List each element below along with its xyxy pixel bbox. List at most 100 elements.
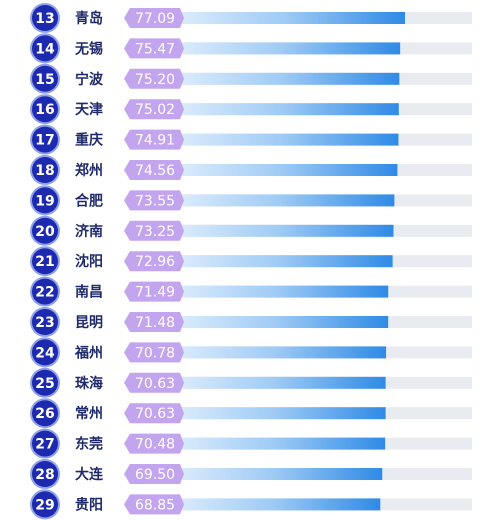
value-tag	[124, 433, 184, 454]
rank-label: 13	[35, 11, 54, 27]
city-label: 珠海	[75, 375, 103, 392]
rank-label: 18	[35, 163, 54, 179]
city-label: 福州	[74, 344, 103, 361]
rank-badge	[32, 157, 58, 183]
city-label: 沈阳	[75, 253, 103, 270]
bar	[138, 72, 400, 85]
rank-badge	[32, 96, 58, 123]
bar	[138, 498, 381, 511]
rank-label: 24	[35, 345, 55, 361]
bar	[138, 407, 386, 420]
rank-badge	[32, 400, 58, 427]
ranking-row: 70.48 27 东莞	[30, 428, 472, 459]
value-tag	[124, 464, 184, 484]
rank-label: 15	[35, 72, 54, 88]
value-label: 77.09	[135, 11, 175, 27]
value-tag	[124, 251, 184, 272]
rank-badge	[32, 217, 58, 244]
value-label: 73.25	[135, 224, 175, 240]
value-tag	[124, 190, 184, 211]
city-label: 天津	[75, 101, 103, 118]
value-label: 71.48	[135, 315, 175, 331]
value-label: 70.63	[135, 406, 175, 422]
rank-badge	[32, 35, 58, 62]
ranking-row: 75.47 14 无锡	[30, 33, 472, 64]
value-label: 75.02	[135, 102, 175, 118]
value-label: 75.47	[135, 41, 175, 57]
rank-badge	[32, 187, 58, 214]
ranking-row: 74.56 18 郑州	[30, 155, 472, 185]
rank-label: 22	[35, 285, 54, 301]
city-label: 南昌	[75, 284, 103, 301]
ranking-row: 75.20 15 宁波	[30, 63, 472, 94]
bar	[138, 376, 386, 389]
bar	[138, 468, 383, 480]
value-tag	[124, 403, 184, 424]
value-tag	[124, 160, 184, 180]
value-tag	[124, 220, 184, 241]
value-tag	[124, 99, 184, 120]
bar	[138, 255, 393, 268]
rank-badge	[32, 461, 58, 487]
bar	[138, 285, 389, 298]
bar	[138, 346, 387, 359]
bar	[138, 194, 395, 207]
value-tag	[124, 342, 184, 363]
rank-label: 16	[35, 102, 54, 118]
bar	[138, 437, 386, 450]
rank-label: 19	[35, 193, 54, 209]
rank-label: 29	[35, 497, 54, 513]
rank-label: 28	[35, 467, 54, 483]
city-label: 贵阳	[75, 496, 103, 513]
ranking-row: 70.63 26 常州	[30, 398, 472, 429]
bar	[138, 164, 398, 176]
rank-badge	[32, 5, 58, 31]
rank-badge	[32, 278, 58, 305]
value-tag	[124, 372, 184, 393]
rank-badge	[32, 309, 58, 335]
rank-label: 20	[35, 224, 55, 240]
value-tag	[124, 8, 184, 28]
city-label: 东莞	[75, 436, 103, 453]
value-label: 72.96	[135, 254, 175, 270]
bar	[138, 316, 389, 328]
city-label: 郑州	[75, 162, 103, 179]
rank-label: 25	[35, 376, 54, 392]
value-label: 74.91	[135, 133, 175, 149]
bar	[138, 224, 394, 237]
value-label: 74.56	[135, 163, 175, 179]
ranking-row: 70.78 24 福州	[30, 337, 472, 368]
ranking-row: 70.63 25 珠海	[30, 367, 472, 398]
city-label: 重庆	[75, 132, 103, 149]
ranking-row: 74.91 17 重庆	[30, 124, 472, 155]
value-label: 75.20	[135, 72, 175, 88]
bar	[138, 133, 399, 146]
rank-badge	[32, 430, 58, 457]
city-label: 无锡	[74, 40, 103, 57]
ranking-rows: 77.09 13 青岛 75.47 14 无锡 75.20 15 宁波 75.02 16 天津 74.9…	[30, 3, 472, 520]
ranking-row: 73.25 20 济南	[30, 215, 472, 246]
value-label: 70.48	[135, 437, 175, 453]
rank-label: 17	[35, 133, 54, 149]
value-tag	[124, 494, 184, 515]
rank-badge	[32, 491, 58, 518]
rank-label: 21	[35, 254, 54, 270]
value-label: 69.50	[135, 467, 175, 483]
rank-badge	[32, 126, 58, 153]
city-label: 昆明	[75, 315, 103, 331]
city-label: 合肥	[75, 192, 103, 209]
value-tag	[124, 68, 184, 89]
rank-badge	[32, 65, 58, 92]
ranking-row: 69.50 28 大连	[30, 459, 472, 489]
value-label: 73.55	[135, 193, 175, 209]
value-label: 70.78	[135, 345, 175, 361]
city-label: 常州	[75, 405, 103, 422]
ranking-row: 77.09 13 青岛	[30, 3, 472, 33]
value-label: 71.49	[135, 285, 175, 301]
rank-label: 23	[35, 315, 54, 331]
city-label: 宁波	[75, 71, 104, 88]
value-tag	[124, 129, 184, 150]
ranking-row: 75.02 16 天津	[30, 94, 472, 125]
value-tag	[124, 281, 184, 302]
